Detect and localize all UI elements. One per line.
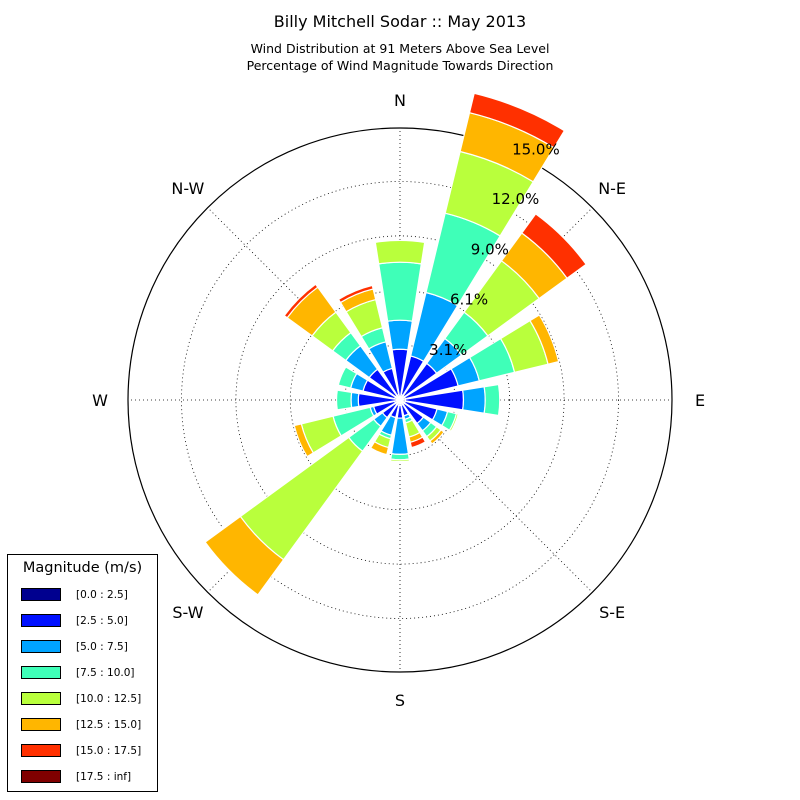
radial-tick-label: 9.0% — [471, 240, 509, 258]
outer-axis-circle — [127, 127, 673, 673]
legend-item: [12.5 : 15.0] — [21, 718, 156, 734]
legend-label: [2.5 : 5.0] — [76, 615, 128, 627]
legend-item: [5.0 : 7.5] — [21, 640, 156, 656]
wind-bar-segment — [429, 429, 445, 445]
legend: Magnitude (m/s) [0.0 : 2.5] [2.5 : 5.0] … — [7, 554, 158, 792]
legend-swatch — [21, 588, 61, 601]
legend-item: [2.5 : 5.0] — [21, 614, 156, 630]
wind-rose-bars — [204, 92, 587, 596]
wind-bar-segment — [293, 423, 315, 458]
wind-bar-segment — [520, 213, 587, 280]
wind-bar-segment — [283, 283, 319, 319]
chart-title: Billy Mitchell Sodar :: May 2013 — [273, 12, 527, 31]
wind-bar-segment — [448, 412, 459, 433]
radial-tick-label: 6.1% — [450, 291, 488, 309]
wind-bar-segment — [337, 366, 358, 389]
radial-grid-circle — [235, 235, 565, 565]
wind-bar-segment — [335, 389, 353, 411]
radial-grid-circle — [181, 181, 619, 619]
direction-label: N-W — [171, 179, 204, 198]
radial-gridline — [399, 399, 593, 593]
direction-label: S — [395, 691, 405, 710]
direction-label: E — [695, 391, 705, 410]
chart-subtitle-line2: Percentage of Wind Magnitude Towards Dir… — [246, 58, 554, 73]
legend-swatch — [21, 666, 61, 679]
wind-bar-segment — [386, 319, 414, 351]
legend-swatch — [21, 692, 61, 705]
wind-bar-segment — [483, 383, 501, 417]
legend-label: [17.5 : inf] — [76, 771, 132, 783]
legend-item: [17.5 : inf] — [21, 770, 156, 786]
direction-label: S-W — [172, 603, 203, 622]
legend-swatch — [21, 770, 61, 783]
legend-item: [15.0 : 17.5] — [21, 744, 156, 760]
wind-bar-segment — [462, 386, 486, 414]
legend-label: [10.0 : 12.5] — [76, 693, 142, 705]
legend-swatch — [21, 640, 61, 653]
wind-bar-segment — [369, 440, 390, 456]
wind-bar-segment — [409, 436, 427, 449]
legend-item: [7.5 : 10.0] — [21, 666, 156, 682]
chart-labels: 3.1% 6.1% 9.0% 12.0% 15.0% N N-E E S-E S S-W W N-W — [92, 91, 705, 710]
direction-label: N — [394, 91, 406, 110]
wind-bar-segment — [377, 261, 423, 322]
legend-swatch — [21, 744, 61, 757]
legend-label: [7.5 : 10.0] — [76, 667, 135, 679]
radial-tick-label: 12.0% — [492, 190, 540, 208]
legend-label: [0.0 : 2.5] — [76, 589, 128, 601]
legend-label: [12.5 : 15.0] — [76, 719, 142, 731]
legend-item: [10.0 : 12.5] — [21, 692, 156, 708]
legend-swatch — [21, 718, 61, 731]
direction-label: W — [92, 391, 108, 410]
legend-label: [5.0 : 7.5] — [76, 641, 128, 653]
wind-bar-segment — [204, 515, 285, 596]
legend-title: Magnitude (m/s) — [22, 560, 143, 576]
wind-bar-segment — [337, 284, 374, 304]
chart-subtitle-line1: Wind Distribution at 91 Meters Above Sea… — [250, 41, 550, 56]
legend-swatch — [21, 614, 61, 627]
radial-tick-label: 3.1% — [429, 341, 467, 359]
direction-label: S-E — [599, 603, 625, 622]
wind-bar-segment — [350, 391, 360, 409]
wind-bar-segment — [374, 239, 426, 265]
direction-label: N-E — [598, 179, 626, 198]
wind-bar-segment — [529, 314, 560, 365]
legend-label: [15.0 : 17.5] — [76, 745, 142, 757]
legend-item: [0.0 : 2.5] — [21, 588, 156, 604]
radial-tick-label: 15.0% — [512, 141, 560, 159]
wind-bar-segment — [468, 92, 566, 149]
wind-bar-segment — [389, 458, 411, 463]
